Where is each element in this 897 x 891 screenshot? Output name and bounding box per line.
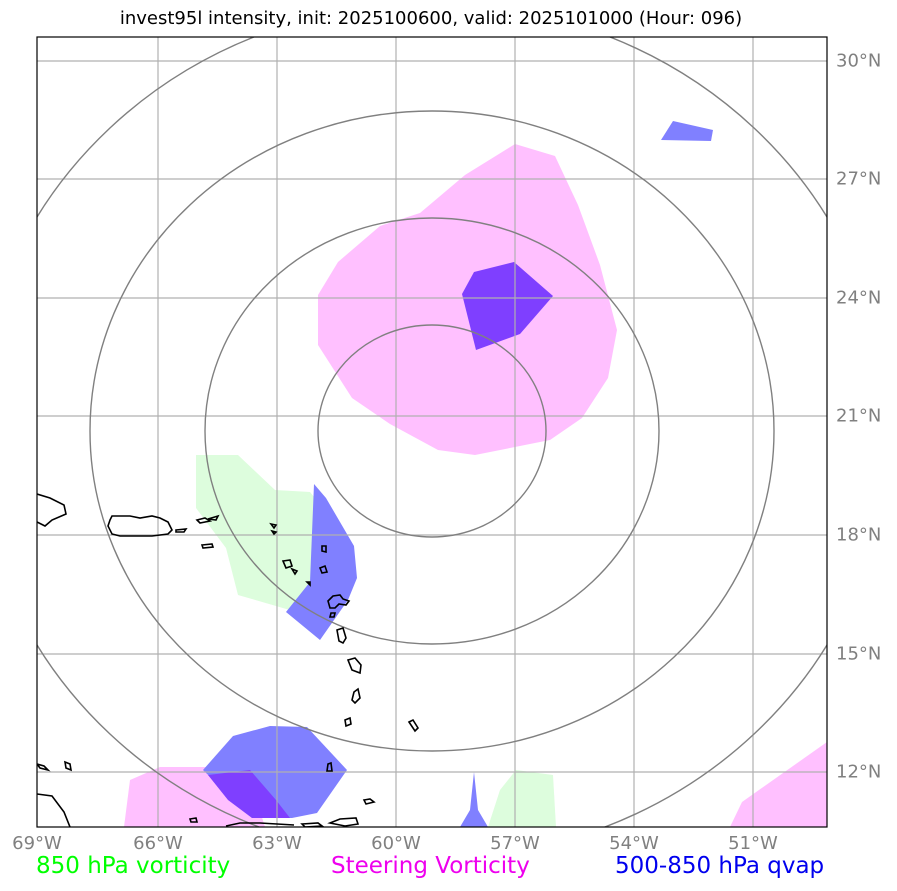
lat-label: 21°N bbox=[836, 405, 882, 427]
coastline bbox=[407, 718, 420, 733]
coastline bbox=[207, 514, 220, 521]
range-ring bbox=[317, 324, 547, 538]
coastline bbox=[362, 798, 376, 805]
coastline bbox=[281, 559, 294, 569]
range-ring bbox=[89, 110, 775, 752]
vorticity-850-area bbox=[488, 770, 556, 827]
legend-steering-vorticity: Steering Vorticity bbox=[331, 853, 530, 879]
coastline bbox=[321, 545, 327, 554]
lat-label: 27°N bbox=[836, 168, 882, 190]
coastline bbox=[37, 493, 67, 527]
qvap-overlap-area bbox=[208, 770, 290, 818]
coastline bbox=[37, 793, 71, 827]
gridlines bbox=[37, 37, 827, 827]
coastline bbox=[351, 687, 361, 705]
legend-850-vorticity: 850 hPa vorticity bbox=[36, 853, 231, 879]
lon-label: 66°W bbox=[133, 833, 183, 854]
qvap-area bbox=[460, 772, 488, 827]
coastline bbox=[270, 529, 278, 536]
coastline bbox=[63, 760, 73, 772]
coastline bbox=[300, 822, 325, 827]
map-title: invest95l intensity, init: 2025100600, v… bbox=[119, 8, 743, 29]
qvap-area bbox=[661, 121, 713, 141]
coastline bbox=[37, 763, 51, 772]
lat-label: 12°N bbox=[836, 761, 882, 783]
coastline bbox=[318, 564, 329, 574]
coastline bbox=[327, 817, 360, 827]
lon-label: 57°W bbox=[490, 833, 540, 854]
coastline bbox=[195, 517, 213, 524]
coastline bbox=[305, 581, 311, 587]
coastline bbox=[107, 515, 173, 537]
qvap-area bbox=[286, 484, 357, 640]
coastline bbox=[327, 594, 351, 609]
coastline bbox=[290, 567, 299, 576]
lat-label: 30°N bbox=[836, 50, 882, 72]
range-ring bbox=[204, 217, 660, 645]
lon-label: 63°W bbox=[252, 833, 302, 854]
legend-qvap: 500-850 hPa qvap bbox=[615, 853, 825, 879]
lon-label: 54°W bbox=[609, 833, 659, 854]
lat-label: 24°N bbox=[836, 287, 882, 309]
coastline bbox=[200, 543, 215, 549]
coastline bbox=[269, 522, 278, 530]
coastline bbox=[336, 626, 347, 645]
lon-label: 51°W bbox=[728, 833, 778, 854]
coastlines bbox=[37, 493, 420, 827]
coastline bbox=[346, 657, 362, 675]
lat-label: 18°N bbox=[836, 524, 882, 546]
steering-vorticity-area bbox=[730, 742, 827, 827]
range-rings bbox=[37, 37, 827, 827]
coastline bbox=[175, 528, 188, 533]
coastline bbox=[328, 612, 337, 618]
lon-label: 60°W bbox=[371, 833, 421, 854]
qvap-area bbox=[462, 262, 553, 350]
lon-label: 69°W bbox=[12, 833, 62, 854]
map-frame bbox=[36, 36, 828, 828]
coastline bbox=[225, 822, 295, 827]
lat-label: 15°N bbox=[836, 643, 882, 665]
coastline bbox=[326, 761, 333, 772]
coastline bbox=[188, 817, 199, 823]
coastline bbox=[344, 716, 352, 728]
